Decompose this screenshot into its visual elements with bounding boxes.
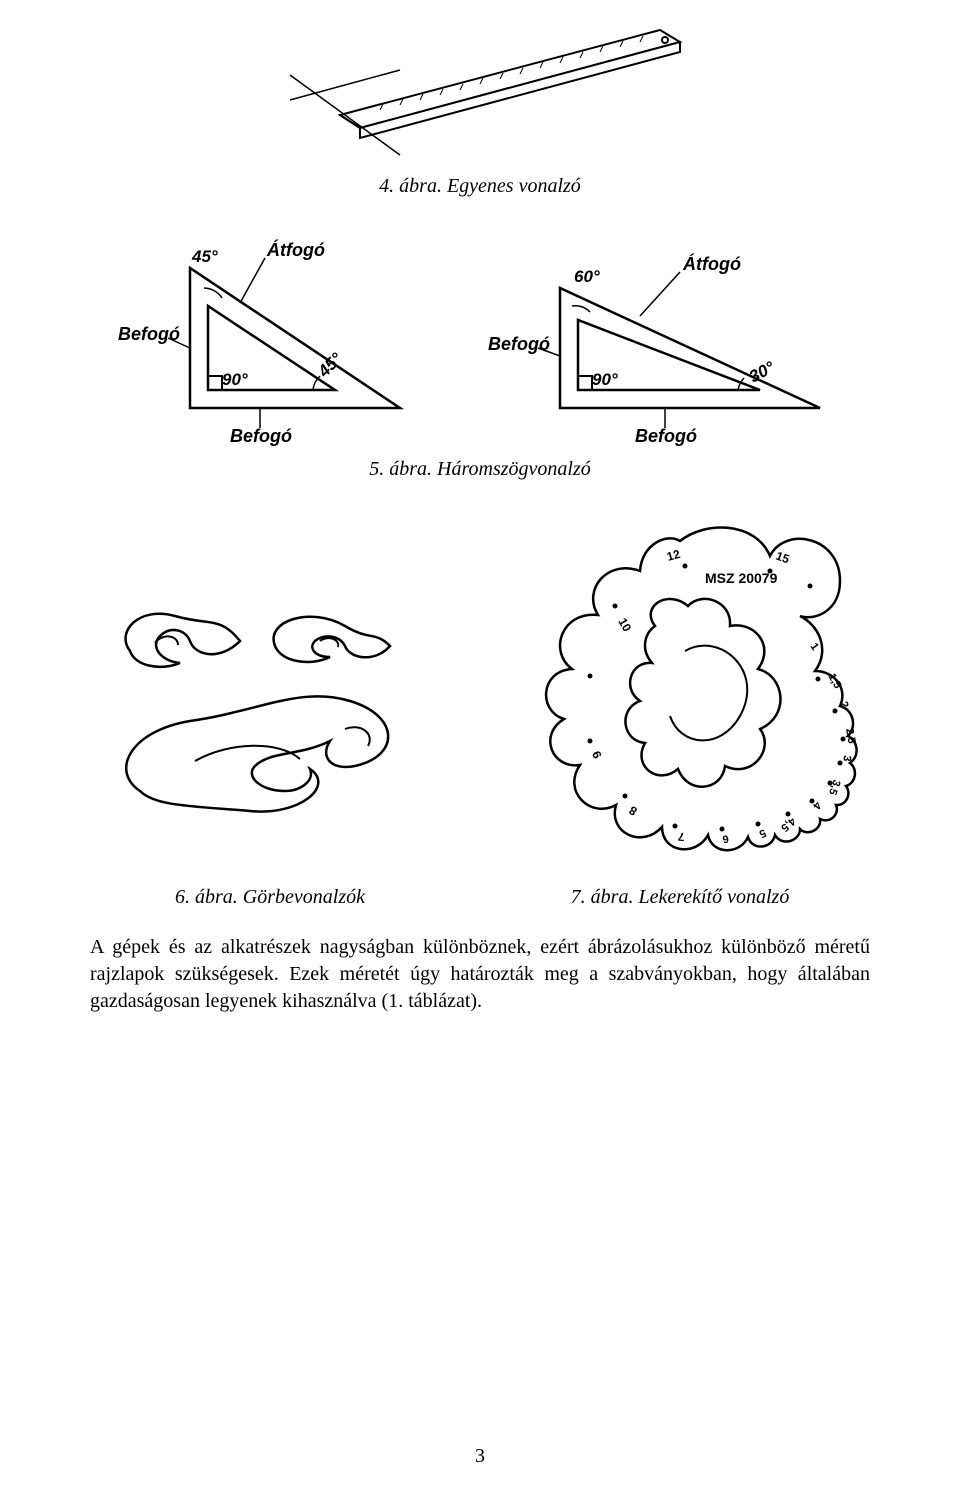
triangle-30-60: 60° 90° 30° Átfogó Befogó Befogó: [480, 248, 850, 448]
figure-4-image: [260, 20, 700, 165]
triangle-45: 45° 90° 45° Átfogó Befogó Befogó: [110, 228, 430, 448]
figure-6-image: [100, 591, 440, 876]
t2-leg-left: Befogó: [488, 334, 550, 354]
body-paragraph: A gépek és az alkatrészek nagyságban kül…: [90, 934, 870, 1015]
t1-leg-left: Befogó: [118, 324, 180, 344]
t2-leg-bottom: Befogó: [635, 426, 697, 446]
figures-6-7: 6. ábra. Görbevonalzók: [90, 511, 870, 909]
figure-5: 45° 90° 45° Átfogó Befogó Befogó: [90, 228, 870, 481]
figure-4: 4. ábra. Egyenes vonalzó: [90, 20, 870, 198]
fig7-size-3: 3: [840, 755, 852, 762]
t1-ang-top: 45°: [191, 247, 218, 266]
t1-leg-bottom: Befogó: [230, 426, 292, 446]
figure-5-image: 45° 90° 45° Átfogó Befogó Befogó: [90, 228, 870, 448]
figure-7-caption: 7. ábra. Lekerekítő vonalzó: [490, 886, 870, 909]
figure-7: MSZ 20079 12 15 10 1 1,5 2 2,5 3 3,5 4 4…: [490, 511, 870, 909]
t2-hyp: Átfogó: [682, 253, 741, 274]
t1-ang-bl: 90°: [222, 370, 248, 389]
figure-7-image: MSZ 20079 12 15 10 1 1,5 2 2,5 3 3,5 4 4…: [490, 511, 870, 876]
figure-6: 6. ábra. Görbevonalzók: [90, 591, 450, 909]
figure-6-caption: 6. ábra. Görbevonalzók: [90, 886, 450, 909]
t2-ang-bl: 90°: [592, 370, 618, 389]
figure-4-caption: 4. ábra. Egyenes vonalzó: [90, 175, 870, 198]
fig7-standard-label: MSZ 20079: [705, 570, 778, 586]
t1-hyp: Átfogó: [266, 239, 325, 260]
page-number: 3: [90, 1445, 870, 1468]
document-page: 4. ábra. Egyenes vonalzó: [0, 0, 960, 1508]
t2-ang-br: 30°: [746, 358, 778, 387]
figure-5-caption: 5. ábra. Háromszögvonalzó: [90, 458, 870, 481]
t2-ang-top: 60°: [574, 267, 600, 286]
